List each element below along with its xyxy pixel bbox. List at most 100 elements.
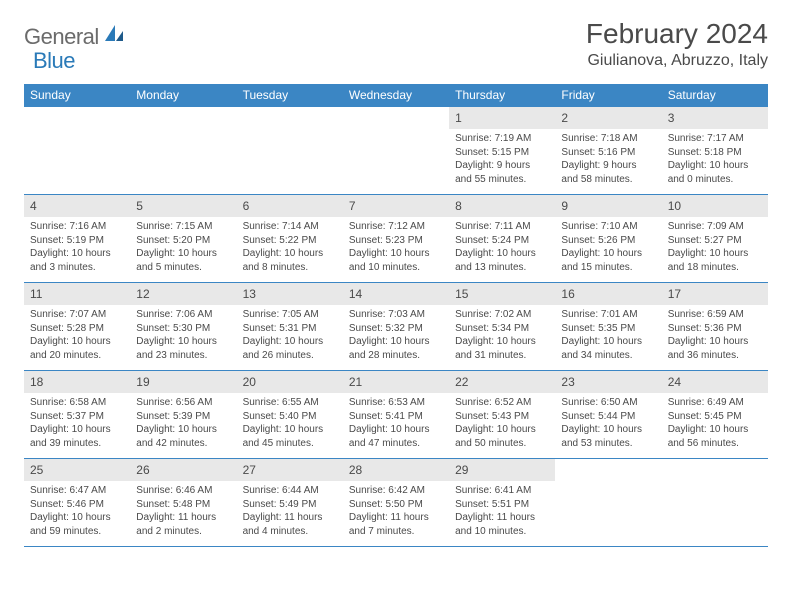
logo-text-1: General	[24, 24, 99, 50]
day-number: 1	[455, 111, 462, 125]
empty-cell	[555, 459, 661, 547]
day-number-row: 10	[662, 195, 768, 217]
header: General February 2024 Giulianova, Abruzz…	[24, 18, 768, 70]
day-cell: 11 Sunrise: 7:07 AMSunset: 5:28 PMDayligh…	[24, 283, 130, 371]
day-number: 10	[668, 199, 681, 213]
calendar-row: 1 Sunrise: 7:19 AMSunset: 5:15 PMDaylight…	[24, 107, 768, 195]
day-cell: 10 Sunrise: 7:09 AMSunset: 5:27 PMDayligh…	[662, 195, 768, 283]
day-number-row: 26	[130, 459, 236, 481]
day-number: 9	[561, 199, 568, 213]
day-number-row: 1	[449, 107, 555, 129]
day-number: 25	[30, 463, 43, 477]
day-number: 5	[136, 199, 143, 213]
empty-cell	[237, 107, 343, 195]
day-cell: 8Sunrise: 7:11 AMSunset: 5:24 PMDaylight…	[449, 195, 555, 283]
day-cell: 21Sunrise: 6:53 AMSunset: 5:41 PMDayligh…	[343, 371, 449, 459]
day-cell: 13Sunrise: 7:05 AMSunset: 5:31 PMDayligh…	[237, 283, 343, 371]
day-number-row: 17	[662, 283, 768, 305]
day-number-row: 12	[130, 283, 236, 305]
day-cell: 7 Sunrise: 7:12 AMSunset: 5:23 PMDaylight…	[343, 195, 449, 283]
day-cell: 18 Sunrise: 6:58 AMSunset: 5:37 PMDayligh…	[24, 371, 130, 459]
day-number-row: 25	[24, 459, 130, 481]
day-info: Sunrise: 6:50 AMSunset: 5:44 PMDaylight:…	[561, 396, 655, 450]
logo: General	[24, 24, 127, 50]
calendar-table: SundayMondayTuesdayWednesdayThursdayFrid…	[24, 84, 768, 547]
day-number-row: 13	[237, 283, 343, 305]
day-info: Sunrise: 7:07 AMSunset: 5:28 PMDaylight:…	[30, 308, 124, 362]
day-cell: 1 Sunrise: 7:19 AMSunset: 5:15 PMDaylight…	[449, 107, 555, 195]
day-number-row: 20	[237, 371, 343, 393]
day-cell: 28 Sunrise: 6:42 AMSunset: 5:50 PMDayligh…	[343, 459, 449, 547]
day-number-row: 27	[237, 459, 343, 481]
empty-cell	[130, 107, 236, 195]
calendar-row: 25 Sunrise: 6:47 AMSunset: 5:46 PMDayligh…	[24, 459, 768, 547]
day-cell: 5Sunrise: 7:15 AMSunset: 5:20 PMDaylight…	[130, 195, 236, 283]
calendar-row: 11 Sunrise: 7:07 AMSunset: 5:28 PMDayligh…	[24, 283, 768, 371]
weekday-header: Tuesday	[237, 84, 343, 107]
day-info: Sunrise: 6:52 AMSunset: 5:43 PMDaylight:…	[455, 396, 549, 450]
calendar-row: 18 Sunrise: 6:58 AMSunset: 5:37 PMDayligh…	[24, 371, 768, 459]
day-cell: 9Sunrise: 7:10 AMSunset: 5:26 PMDaylight…	[555, 195, 661, 283]
day-info: Sunrise: 7:03 AMSunset: 5:32 PMDaylight:…	[349, 308, 443, 362]
day-number-row: 7	[343, 195, 449, 217]
day-cell: 16Sunrise: 7:01 AMSunset: 5:35 PMDayligh…	[555, 283, 661, 371]
day-info: Sunrise: 6:41 AMSunset: 5:51 PMDaylight:…	[455, 484, 549, 538]
day-info: Sunrise: 6:56 AMSunset: 5:39 PMDaylight:…	[136, 396, 230, 450]
day-number: 16	[561, 287, 574, 301]
day-cell: 29 Sunrise: 6:41 AMSunset: 5:51 PMDayligh…	[449, 459, 555, 547]
day-info: Sunrise: 6:58 AMSunset: 5:37 PMDaylight:…	[30, 396, 124, 450]
weekday-header: Wednesday	[343, 84, 449, 107]
day-number-row: 16	[555, 283, 661, 305]
weekday-header: Monday	[130, 84, 236, 107]
day-info: Sunrise: 7:12 AMSunset: 5:23 PMDaylight:…	[349, 220, 443, 274]
day-number-row: 6	[237, 195, 343, 217]
day-number-row: 4	[24, 195, 130, 217]
day-info: Sunrise: 6:47 AMSunset: 5:46 PMDaylight:…	[30, 484, 124, 538]
day-number: 20	[243, 375, 256, 389]
empty-cell	[343, 107, 449, 195]
day-cell: 15Sunrise: 7:02 AMSunset: 5:34 PMDayligh…	[449, 283, 555, 371]
day-info: Sunrise: 7:11 AMSunset: 5:24 PMDaylight:…	[455, 220, 549, 274]
day-cell: 3Sunrise: 7:17 AMSunset: 5:18 PMDaylight…	[662, 107, 768, 195]
day-number-row: 11	[24, 283, 130, 305]
day-cell: 26Sunrise: 6:46 AMSunset: 5:48 PMDayligh…	[130, 459, 236, 547]
day-number-row: 29	[449, 459, 555, 481]
day-number-row: 23	[555, 371, 661, 393]
calendar-row: 4 Sunrise: 7:16 AMSunset: 5:19 PMDaylight…	[24, 195, 768, 283]
day-number: 28	[349, 463, 362, 477]
day-number: 27	[243, 463, 256, 477]
day-number: 6	[243, 199, 250, 213]
day-cell: 2 Sunrise: 7:18 AMSunset: 5:16 PMDaylight…	[555, 107, 661, 195]
day-number: 13	[243, 287, 256, 301]
day-number: 2	[561, 111, 568, 125]
day-info: Sunrise: 7:14 AMSunset: 5:22 PMDaylight:…	[243, 220, 337, 274]
day-info: Sunrise: 7:18 AMSunset: 5:16 PMDaylight:…	[561, 132, 655, 186]
calendar-body: 1 Sunrise: 7:19 AMSunset: 5:15 PMDaylight…	[24, 107, 768, 547]
day-number-row: 18	[24, 371, 130, 393]
day-info: Sunrise: 7:19 AMSunset: 5:15 PMDaylight:…	[455, 132, 549, 186]
sail-icon	[103, 23, 125, 48]
logo-text-2-wrap: Blue	[33, 48, 75, 74]
day-cell: 22 Sunrise: 6:52 AMSunset: 5:43 PMDayligh…	[449, 371, 555, 459]
day-cell: 12Sunrise: 7:06 AMSunset: 5:30 PMDayligh…	[130, 283, 236, 371]
month-title: February 2024	[586, 18, 768, 50]
day-cell: 4 Sunrise: 7:16 AMSunset: 5:19 PMDaylight…	[24, 195, 130, 283]
day-number-row: 21	[343, 371, 449, 393]
day-info: Sunrise: 6:44 AMSunset: 5:49 PMDaylight:…	[243, 484, 337, 538]
day-cell: 25 Sunrise: 6:47 AMSunset: 5:46 PMDayligh…	[24, 459, 130, 547]
day-info: Sunrise: 7:09 AMSunset: 5:27 PMDaylight:…	[668, 220, 762, 274]
day-number-row: 9	[555, 195, 661, 217]
day-info: Sunrise: 6:42 AMSunset: 5:50 PMDaylight:…	[349, 484, 443, 538]
day-number-row: 22	[449, 371, 555, 393]
day-number: 19	[136, 375, 149, 389]
day-number: 14	[349, 287, 362, 301]
day-number: 23	[561, 375, 574, 389]
day-number: 17	[668, 287, 681, 301]
day-cell: 6 Sunrise: 7:14 AMSunset: 5:22 PMDaylight…	[237, 195, 343, 283]
day-number: 26	[136, 463, 149, 477]
day-cell: 14 Sunrise: 7:03 AMSunset: 5:32 PMDayligh…	[343, 283, 449, 371]
day-number: 15	[455, 287, 468, 301]
day-number: 11	[30, 287, 42, 301]
day-info: Sunrise: 7:16 AMSunset: 5:19 PMDaylight:…	[30, 220, 124, 274]
day-cell: 27 Sunrise: 6:44 AMSunset: 5:49 PMDayligh…	[237, 459, 343, 547]
